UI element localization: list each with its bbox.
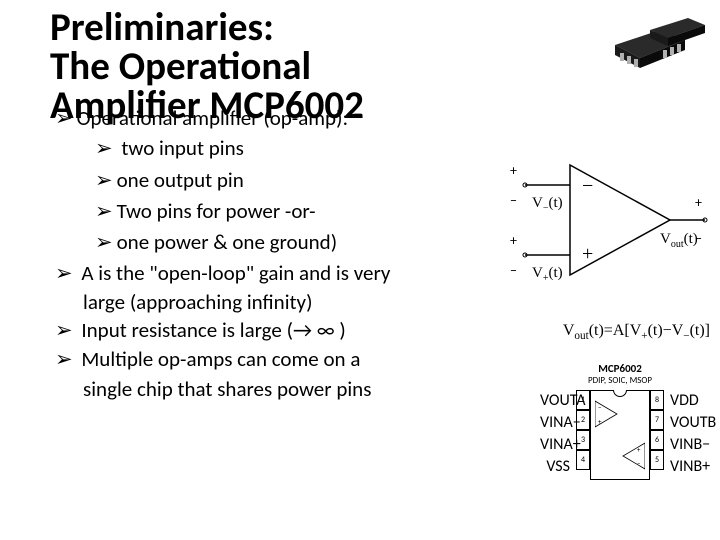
subbullet-two-inputs: ➢ two input pins — [55, 134, 500, 163]
svg-text:−: − — [598, 403, 602, 412]
pinout-subtitle: PDIP, SOIC, MSOP — [530, 375, 710, 386]
pin-num: 8 — [650, 390, 664, 410]
opamp-schematic-icon: − + + − + − + − V−(t) V+(t) Vout(t) — [510, 145, 715, 315]
content-area: ➢Operational amplifier (op-amp): ➢ two i… — [0, 105, 500, 402]
formula-text: Vout(t)=A[V+(t)−V−(t)] — [563, 322, 710, 342]
pin-label: VOUTA — [540, 390, 572, 412]
svg-text:+: + — [695, 194, 702, 211]
arrow-icon: ➢ — [55, 261, 73, 287]
svg-text:−: − — [510, 192, 517, 209]
arrow-icon: ➢ — [95, 167, 113, 195]
subbullet-power-pins: ➢Two pins for power -or- — [55, 197, 500, 226]
bullet-gain-cont: large (approaching infinity) — [55, 289, 500, 315]
bullet-multiple: ➢ Multiple op-amps can come on a — [55, 346, 500, 373]
svg-text:+: + — [598, 417, 602, 426]
arrow-icon: ➢ — [55, 318, 73, 344]
pin-label: VINB+ — [668, 456, 700, 478]
svg-text:−: − — [637, 459, 641, 468]
pin-label: VSS — [540, 456, 572, 478]
chip-photo-icon — [595, 10, 705, 80]
svg-text:V+(t): V+(t) — [532, 265, 563, 284]
pinout-body: − + + − 1 2 3 4 8 7 6 5 — [590, 390, 650, 480]
pinout-title: MCP6002 — [530, 362, 710, 375]
svg-text:−: − — [510, 262, 517, 279]
pin-num: 6 — [650, 430, 664, 450]
arrow-icon: ➢ — [95, 198, 113, 226]
svg-text:−: − — [582, 175, 593, 197]
svg-text:+: + — [637, 445, 641, 454]
arrow-icon: ➢ — [55, 347, 73, 373]
arrow-icon: ➢ — [55, 106, 73, 132]
pin-label: VOUTB — [668, 412, 700, 434]
pin-label: VINB− — [668, 434, 700, 456]
arrow-icon: ➢ — [95, 229, 113, 257]
pin-label: VDD — [668, 390, 700, 412]
right-arrow-icon: → — [293, 317, 312, 343]
bullet-opamp: ➢Operational amplifier (op-amp): — [55, 105, 500, 132]
pin-num: 7 — [650, 410, 664, 430]
pinout-diagram: MCP6002 PDIP, SOIC, MSOP − + + − 1 2 3 — [530, 362, 710, 532]
bullet-resistance: ➢ Input resistance is large (→ ∞ ) — [55, 317, 500, 344]
svg-text:+: + — [510, 232, 517, 249]
pin-label: VINA− — [540, 412, 572, 434]
subbullet-power-ground: ➢one power & one ground) — [55, 228, 500, 257]
bullet-multiple-cont: single chip that shares power pins — [55, 376, 500, 402]
pin-num: 5 — [650, 450, 664, 470]
svg-text:Vout(t): Vout(t) — [660, 231, 698, 250]
pin-label: VINA+ — [540, 434, 572, 456]
bullet-gain: ➢ A is the "open-loop" gain and is very — [55, 260, 500, 287]
svg-text:+: + — [510, 162, 517, 179]
arrow-icon: ➢ — [95, 135, 113, 163]
svg-text:+: + — [582, 243, 593, 265]
svg-text:V−(t): V−(t) — [532, 195, 563, 214]
subbullet-one-output: ➢one output pin — [55, 166, 500, 195]
